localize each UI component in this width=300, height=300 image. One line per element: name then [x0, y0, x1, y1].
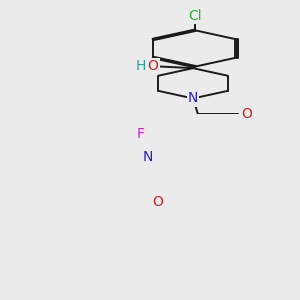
Text: H: H [136, 59, 146, 73]
Text: F: F [137, 127, 145, 141]
Text: N: N [188, 92, 198, 105]
Text: N: N [143, 150, 153, 164]
Text: Cl: Cl [188, 9, 202, 23]
Text: O: O [242, 107, 252, 121]
Text: O: O [148, 59, 158, 73]
Text: O: O [153, 195, 164, 209]
